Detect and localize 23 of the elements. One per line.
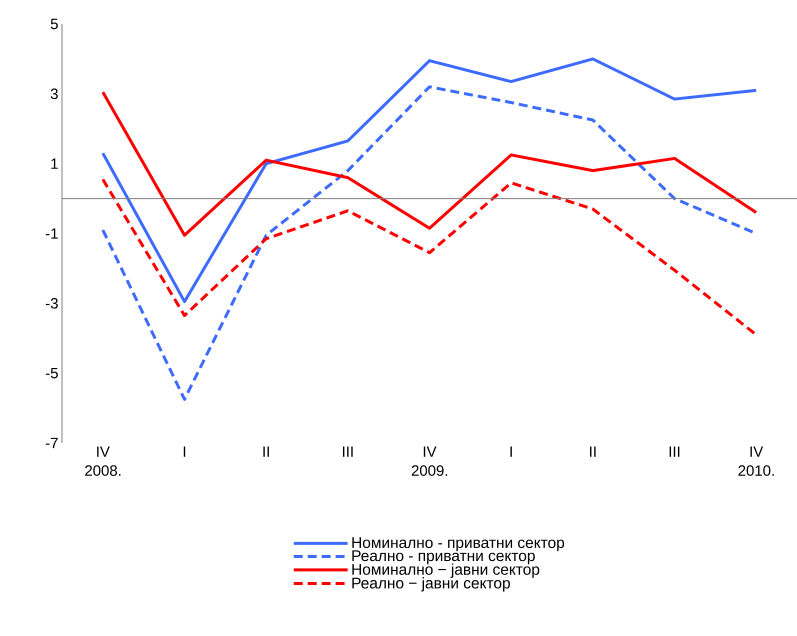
x-tick-label: II xyxy=(590,446,596,457)
legend-label: Номинално - приватни сектор xyxy=(352,537,564,552)
legend-label: Реално - приватни сектор xyxy=(352,550,535,564)
x-tick-label: III xyxy=(342,446,353,457)
x-tick-label: III xyxy=(670,446,680,457)
y-tick-label: -5 xyxy=(46,368,58,378)
line-series xyxy=(101,178,758,336)
line-series xyxy=(101,90,758,237)
y-tick-label: -3 xyxy=(46,298,58,309)
x-tick-label: IV 2008. xyxy=(85,446,120,476)
y-tick-label: 5 xyxy=(50,18,58,30)
y-tick-label: -1 xyxy=(46,228,58,239)
x-tick-label: IV 2010. xyxy=(738,446,774,476)
y-tick-label: 1 xyxy=(51,158,58,169)
line-series xyxy=(101,57,758,304)
legend-label: Реално − јавни сектор xyxy=(352,577,510,592)
x-tick-label: I xyxy=(184,446,186,457)
y-tick-label: -7 xyxy=(46,438,58,448)
x-tick-label: IV 2009. xyxy=(412,446,448,476)
legend-label: Номинално − јавни сектор xyxy=(352,564,540,578)
x-tick-label: II xyxy=(263,446,269,457)
y-tick-label: 3 xyxy=(50,88,58,100)
x-tick-label: I xyxy=(510,446,512,457)
